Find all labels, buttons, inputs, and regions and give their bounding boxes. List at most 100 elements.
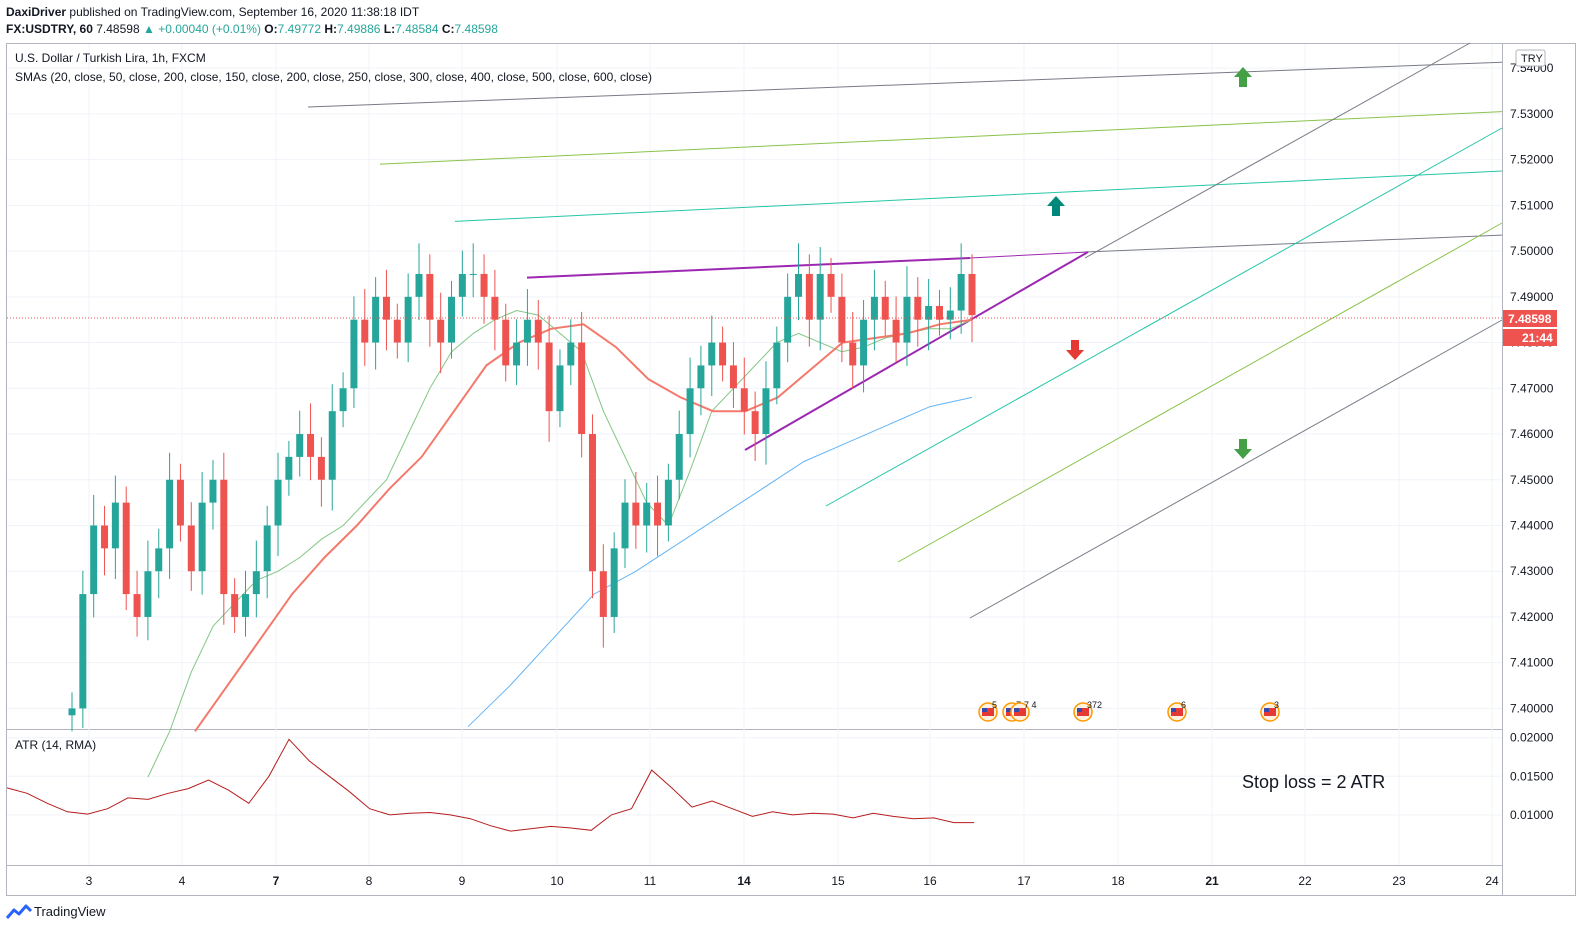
bear-candle — [176, 479, 184, 526]
currency-badge: TRY — [1521, 53, 1543, 65]
tradingview-brand[interactable]: TradingView — [34, 904, 106, 919]
bear-candle — [849, 342, 857, 366]
price-axis-frame — [1502, 43, 1576, 896]
bull-candle — [155, 548, 163, 572]
us-flag-stripes-icon — [1014, 708, 1026, 716]
atr-axis: 0.02000 0.01500 0.01000 — [1510, 731, 1554, 822]
time-tick-label: 8 — [366, 874, 373, 888]
bull-candle — [903, 296, 911, 343]
bull-candle — [621, 502, 629, 549]
bear-candle — [545, 342, 553, 412]
bull-candle — [773, 342, 781, 389]
bear-candle — [632, 502, 640, 526]
bull-candle — [285, 456, 293, 480]
us-flag-canton-icon — [1014, 708, 1019, 712]
bull-candle — [664, 479, 672, 526]
arrow-down-icon — [1234, 439, 1252, 459]
diagonal-channel-line — [1084, 42, 1471, 259]
last-price: 7.48598 — [96, 22, 140, 36]
atr-legend[interactable]: ATR (14, RMA) — [15, 738, 96, 752]
atr-tick-label: 0.02000 — [1510, 731, 1554, 745]
bear-candle — [133, 594, 141, 617]
bull-candle — [328, 411, 336, 480]
bear-candle — [892, 319, 900, 343]
diagonal-channel-line — [825, 127, 1503, 507]
bull-candle — [925, 305, 933, 320]
bear-candle — [968, 273, 976, 316]
open-label: O: — [264, 22, 278, 36]
sma200-line — [467, 396, 973, 728]
price-tick-label: 7.43000 — [1510, 564, 1554, 578]
price-tick-label: 7.52000 — [1510, 153, 1554, 167]
us-flag-canton-icon — [1171, 708, 1176, 712]
atr-pane-frame — [6, 729, 1503, 866]
bull-candle — [610, 548, 618, 617]
bull-candle — [339, 388, 347, 412]
price-tick-label: 7.45000 — [1510, 473, 1554, 487]
bull-candle — [523, 319, 531, 343]
bull-candle — [144, 571, 152, 617]
bear-candle — [534, 319, 542, 343]
bull-candle — [784, 296, 792, 343]
atr-line — [6, 738, 974, 832]
bull-candle — [209, 479, 217, 503]
wedge-lower-line — [744, 251, 1089, 451]
close-label: C: — [441, 22, 455, 36]
publish-line: DaxiDriver published on TradingView.com,… — [6, 4, 1576, 21]
price-tag-box — [1503, 310, 1557, 327]
diagonal-channel-line — [897, 222, 1503, 563]
publisher-name[interactable]: DaxiDriver — [6, 5, 67, 19]
tradingview-logo-icon[interactable] — [5, 904, 33, 925]
high-value: 7.49886 — [337, 22, 381, 36]
bull-candle — [708, 342, 716, 366]
low-value: 7.48584 — [395, 22, 439, 36]
time-tick-label: 11 — [644, 874, 657, 888]
stop-loss-annotation: Stop loss = 2 ATR — [1242, 772, 1385, 792]
time-tick-label: 22 — [1298, 874, 1312, 888]
time-tick-label: 14 — [737, 874, 751, 888]
bull-candle — [296, 434, 304, 457]
moving-averages — [147, 309, 973, 778]
bear-candle — [654, 502, 662, 526]
bear-candle — [187, 525, 195, 572]
bear-candle — [361, 319, 369, 343]
horizontal-channel-line — [307, 61, 1503, 108]
symbol-legend[interactable]: U.S. Dollar / Turkish Lira, 1h, FXCM — [15, 51, 206, 65]
bull-candle — [372, 296, 380, 343]
horizontal-channel-line — [454, 170, 1503, 222]
bear-candle — [317, 456, 325, 480]
wedge-upper-extension — [969, 251, 1089, 259]
bear-candle — [480, 273, 488, 297]
us-flag-canton-icon — [1264, 708, 1269, 712]
bull-candle — [567, 342, 575, 366]
time-tick-label: 7 — [273, 874, 280, 888]
bull-candle — [448, 296, 456, 343]
bull-candle — [860, 319, 868, 366]
bull-candle — [90, 525, 98, 595]
bear-candle — [231, 594, 239, 617]
bull-candle — [675, 434, 683, 480]
bull-candle — [870, 296, 878, 320]
time-tick-label: 18 — [1111, 874, 1125, 888]
time-axis[interactable]: 3 4 7 8 9 10 11 14 15 16 17 18 21 22 23 24 — [86, 874, 1499, 888]
time-tick-label: 17 — [1017, 874, 1031, 888]
bear-candle — [838, 296, 846, 343]
price-change: ▲ +0.00040 (+0.01%) — [142, 22, 261, 36]
bull-candle — [241, 594, 249, 617]
price-axis[interactable]: 7.540007.530007.520007.510007.500007.490… — [1510, 61, 1554, 715]
bear-candle — [307, 434, 315, 457]
arrow-up-icon — [1047, 196, 1065, 216]
symbol-line: FX:USDTRY, 60 — [6, 22, 93, 36]
price-tick-label: 7.44000 — [1510, 518, 1554, 532]
bull-candle — [415, 273, 423, 297]
bear-candle — [220, 479, 228, 595]
sma-legend[interactable]: SMAs (20, close, 50, close, 200, close, … — [15, 70, 652, 84]
bear-candle — [426, 273, 434, 320]
bull-candle — [350, 319, 358, 389]
bear-candle — [393, 319, 401, 343]
bull-candle — [274, 479, 282, 526]
bear-candle — [101, 525, 109, 549]
countdown-tag: 21:44 — [1522, 331, 1553, 345]
